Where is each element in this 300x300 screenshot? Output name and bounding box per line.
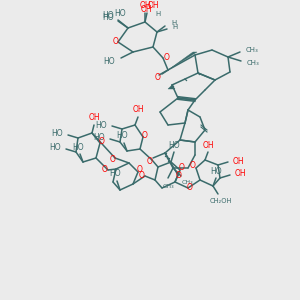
Text: O: O xyxy=(179,164,185,172)
Text: O: O xyxy=(110,155,116,164)
Text: O: O xyxy=(176,172,182,181)
Text: H: H xyxy=(172,24,178,30)
Text: OH: OH xyxy=(147,2,159,10)
Text: HO: HO xyxy=(103,56,115,65)
Text: O: O xyxy=(187,182,193,191)
Text: O: O xyxy=(137,166,143,175)
Text: OH: OH xyxy=(139,2,151,10)
Text: O: O xyxy=(139,170,145,179)
Text: O: O xyxy=(164,52,170,62)
Text: HO: HO xyxy=(93,134,105,142)
Text: HO: HO xyxy=(210,167,222,176)
Polygon shape xyxy=(168,52,197,70)
Text: HO: HO xyxy=(49,143,61,152)
Text: CH₂OH: CH₂OH xyxy=(210,198,232,204)
Text: O: O xyxy=(113,37,119,46)
Text: OH: OH xyxy=(232,157,244,166)
Text: OH: OH xyxy=(132,106,144,115)
Text: O: O xyxy=(102,164,108,173)
Text: HO: HO xyxy=(72,142,84,152)
Text: HO: HO xyxy=(102,11,114,20)
Text: HO: HO xyxy=(116,131,128,140)
Text: CH₃: CH₃ xyxy=(246,47,258,53)
Text: OH: OH xyxy=(234,169,246,178)
Text: H: H xyxy=(171,20,177,26)
Text: O: O xyxy=(147,157,153,166)
Text: OH: OH xyxy=(140,4,152,14)
Text: H: H xyxy=(155,11,160,17)
Text: HO: HO xyxy=(51,130,63,139)
Text: OH: OH xyxy=(88,113,100,122)
Text: O: O xyxy=(190,161,196,170)
Text: O: O xyxy=(99,136,105,146)
Text: HO: HO xyxy=(114,10,126,19)
Text: HO: HO xyxy=(95,121,107,130)
Text: CH₃: CH₃ xyxy=(162,184,174,188)
Text: CH₃: CH₃ xyxy=(181,179,193,184)
Text: HO: HO xyxy=(109,169,121,178)
Text: CH₃: CH₃ xyxy=(247,60,260,66)
Text: HO: HO xyxy=(168,140,180,149)
Text: HO: HO xyxy=(102,13,114,22)
Text: O: O xyxy=(155,73,161,82)
Polygon shape xyxy=(168,85,175,89)
Text: O: O xyxy=(142,130,148,140)
Text: OH: OH xyxy=(202,140,214,149)
